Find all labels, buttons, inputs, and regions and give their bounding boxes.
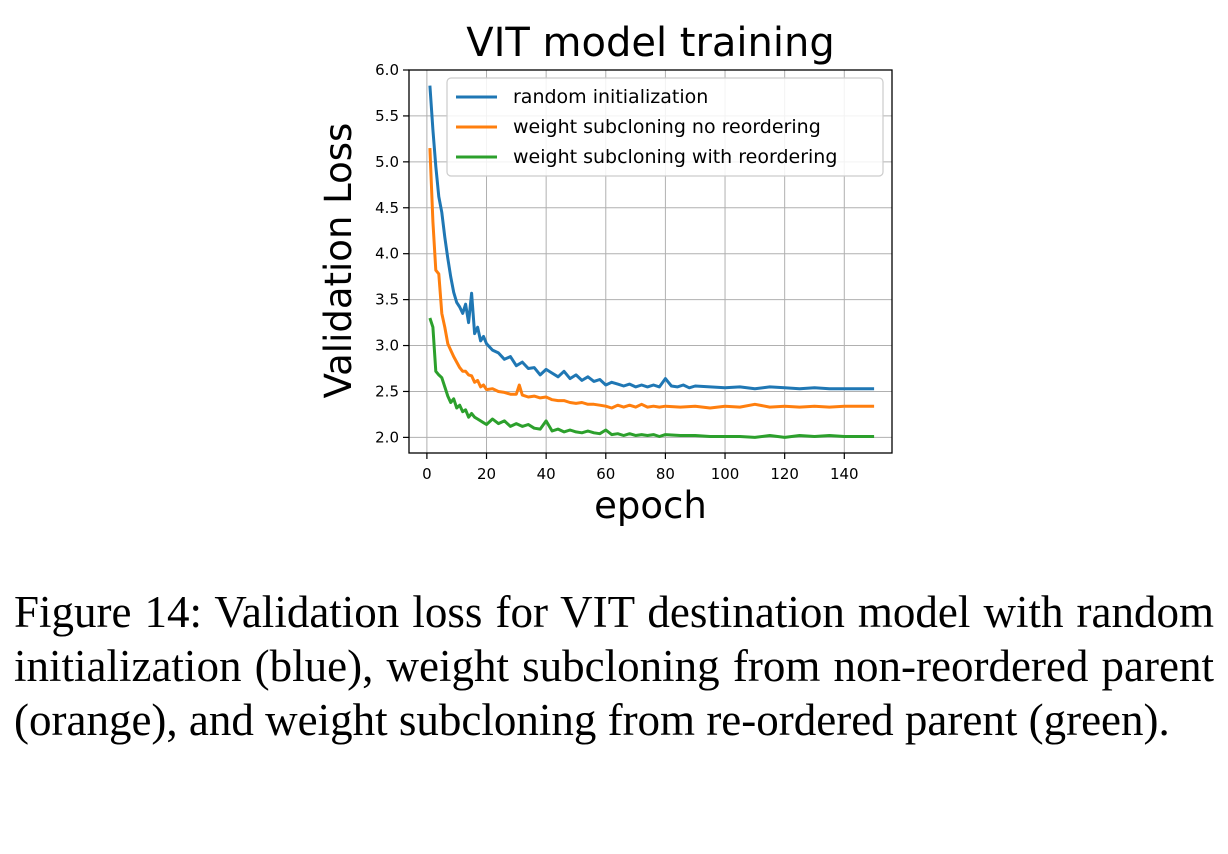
x-tick-label: 60 xyxy=(596,465,615,483)
figure-caption-text: Validation loss for VIT destination mode… xyxy=(14,587,1215,745)
x-tick-label: 20 xyxy=(477,465,496,483)
y-tick-label: 2.5 xyxy=(375,382,399,400)
legend-label-2: weight subcloning no reordering xyxy=(513,116,821,138)
series-line-1 xyxy=(428,85,875,391)
y-tick-label: 3.0 xyxy=(375,337,399,355)
y-tick-label: 4.0 xyxy=(375,245,399,263)
series-line-2 xyxy=(428,148,875,410)
series-line-3 xyxy=(428,317,875,439)
x-tick-label: 140 xyxy=(830,465,859,483)
y-tick-label: 6.0 xyxy=(375,61,399,79)
line-chart: 0 20 40 60 80 100 120 140 2.0 2.5 3.0 3.5 4.0 4.5 5.0 5… xyxy=(317,20,893,527)
y-tick-label: 5.5 xyxy=(375,107,399,125)
y-tick-label: 5.0 xyxy=(375,153,399,171)
x-tick-label: 40 xyxy=(537,465,556,483)
x-axis-label: epoch xyxy=(594,484,707,527)
x-tick-label: 80 xyxy=(656,465,675,483)
y-tick-label: 2.0 xyxy=(375,428,399,446)
legend-label-3: weight subcloning with reordering xyxy=(513,146,837,168)
x-tick-label: 100 xyxy=(711,465,740,483)
legend-label-1: random initialization xyxy=(513,86,708,108)
x-tick-label: 0 xyxy=(422,465,432,483)
chart-title: VIT model training xyxy=(466,20,835,66)
figure-caption-label: Figure 14: xyxy=(14,587,203,637)
plot-frame xyxy=(408,69,893,454)
y-axis-label: Validation Loss xyxy=(317,123,360,399)
legend-box xyxy=(446,77,884,177)
y-tick-label: 4.5 xyxy=(375,199,399,217)
figure-caption: Figure 14: Validation loss for VIT desti… xyxy=(14,585,1214,747)
chart-figure: 0 20 40 60 80 100 120 140 2.0 2.5 3.0 3.5 4.0 4.5 5.0 5… xyxy=(317,20,893,527)
x-tick-label: 120 xyxy=(770,465,799,483)
y-tick-label: 3.5 xyxy=(375,291,399,309)
